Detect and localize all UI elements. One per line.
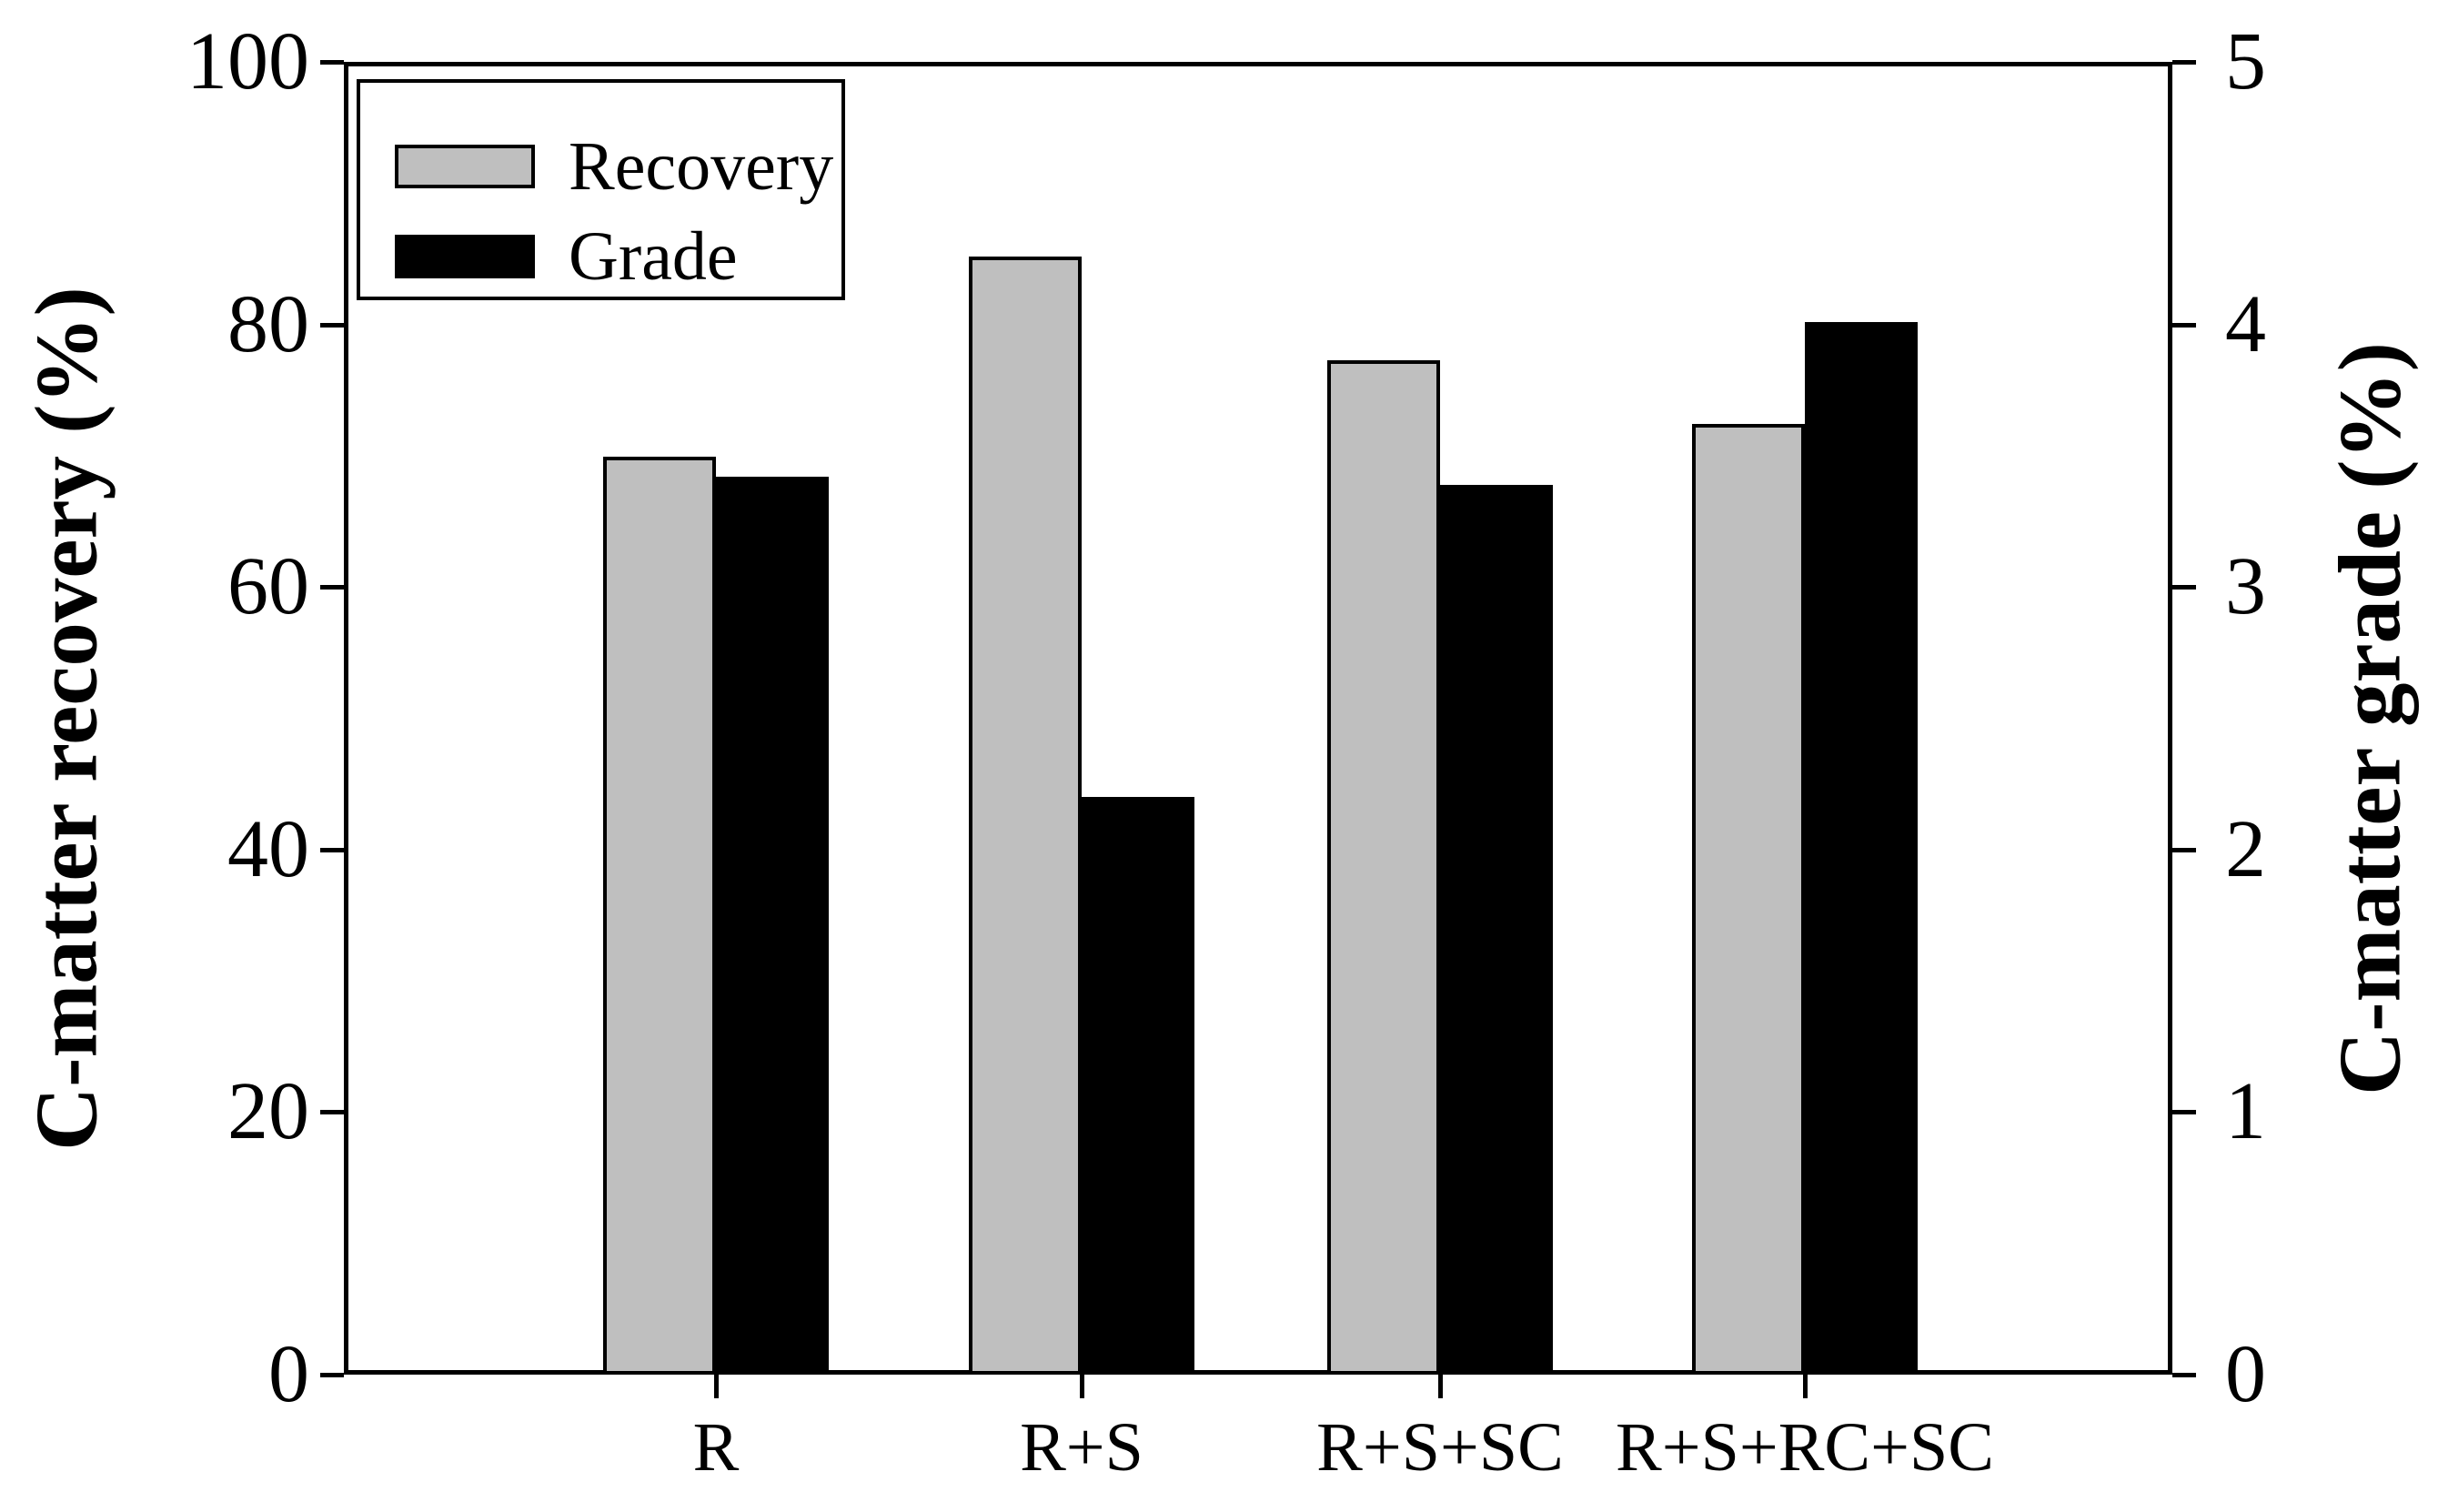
bar-recovery-R+S+RC+SC	[1692, 424, 1805, 1375]
legend-item-recovery: Recovery	[395, 132, 833, 201]
legend-swatch-recovery	[395, 145, 535, 188]
left-tick-label-20: 20	[227, 1066, 309, 1157]
x-tick-R+S	[1080, 1375, 1084, 1398]
legend-swatch-grade	[395, 235, 535, 278]
left-tick-20	[320, 1110, 344, 1115]
left-tick-0	[320, 1373, 344, 1377]
left-tick-40	[320, 847, 344, 852]
bar-recovery-R+S+SC	[1327, 359, 1440, 1375]
right-tick-2	[2172, 847, 2196, 852]
category-label-R+S+SC: R+S+SC	[1316, 1409, 1564, 1486]
category-label-R+S: R+S	[1020, 1409, 1143, 1486]
left-tick-100	[320, 60, 344, 65]
legend-label-recovery: Recovery	[569, 128, 834, 205]
bar-recovery-R+S	[969, 256, 1082, 1375]
left-tick-label-40: 40	[227, 803, 309, 894]
legend-box: Recovery Grade	[357, 79, 845, 300]
category-label-R+S+RC+SC: R+S+RC+SC	[1616, 1409, 1994, 1486]
right-tick-label-0: 0	[2225, 1329, 2266, 1419]
x-tick-R	[714, 1375, 719, 1398]
right-tick-label-5: 5	[2225, 16, 2266, 106]
left-tick-80	[320, 322, 344, 328]
left-tick-label-60: 60	[227, 541, 309, 632]
legend-label-grade: Grade	[569, 218, 738, 295]
left-tick-label-100: 100	[186, 16, 309, 106]
right-tick-label-1: 1	[2225, 1066, 2266, 1157]
right-tick-0	[2172, 1373, 2196, 1377]
right-tick-1	[2172, 1110, 2196, 1115]
right-tick-4	[2172, 322, 2196, 328]
right-axis-title: C-matter grade (%)	[2321, 342, 2419, 1095]
right-tick-5	[2172, 60, 2196, 65]
category-label-R: R	[692, 1409, 740, 1486]
bar-grade-R+S+RC+SC	[1805, 321, 1918, 1375]
left-tick-label-0: 0	[268, 1329, 309, 1419]
right-tick-label-2: 2	[2225, 803, 2266, 894]
right-tick-3	[2172, 585, 2196, 590]
legend-item-grade: Grade	[395, 222, 738, 291]
left-tick-label-80: 80	[227, 278, 309, 369]
bar-grade-R+S+SC	[1440, 484, 1553, 1375]
right-tick-label-3: 3	[2225, 541, 2266, 632]
x-tick-R+S+SC	[1438, 1375, 1443, 1398]
plot-area	[344, 62, 2172, 1375]
x-tick-R+S+RC+SC	[1803, 1375, 1808, 1398]
left-axis-title: C-matter recovery (%)	[17, 287, 116, 1151]
bar-grade-R	[716, 476, 829, 1375]
right-tick-label-4: 4	[2225, 278, 2266, 369]
bar-grade-R+S	[1082, 797, 1194, 1375]
left-tick-60	[320, 585, 344, 590]
bar-recovery-R	[603, 457, 716, 1375]
